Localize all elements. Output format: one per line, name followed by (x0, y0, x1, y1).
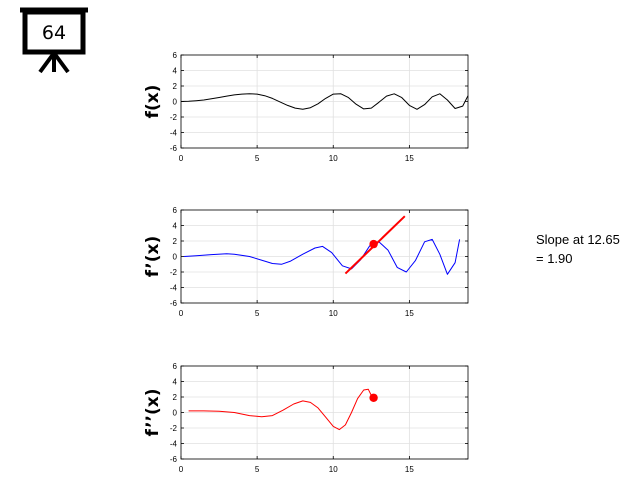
x-tick-label: 10 (329, 154, 338, 163)
y-tick-label: -2 (170, 424, 178, 433)
x-tick-label: 0 (179, 465, 184, 474)
slope-annotation-line2: = 1.90 (536, 251, 573, 266)
y-tick-label: 0 (173, 98, 178, 107)
series-line (188, 388, 372, 431)
x-tick-label: 5 (255, 309, 260, 318)
x-tick-label: 10 (329, 465, 338, 474)
x-tick-label: 5 (255, 154, 260, 163)
y-tick-label: 6 (173, 362, 178, 371)
y-tick-label: -4 (170, 129, 178, 138)
x-tick-label: 15 (405, 154, 414, 163)
x-tick-label: 5 (255, 465, 260, 474)
y-tick-label: 6 (173, 51, 178, 60)
x-tick-label: 0 (179, 309, 184, 318)
y-tick-label: 0 (173, 253, 178, 262)
y-tick-label: 0 (173, 409, 178, 418)
slope-annotation: Slope at 12.65 = 1.90 (536, 230, 620, 268)
y-tick-label: -2 (170, 268, 178, 277)
x-tick-label: 15 (405, 465, 414, 474)
marker-point (369, 393, 378, 402)
y-tick-label: -6 (170, 144, 178, 153)
presentation-board-icon: 64 (18, 6, 90, 76)
y-tick-label: 4 (173, 222, 178, 231)
x-tick-label: 0 (179, 154, 184, 163)
y-tick-label: -4 (170, 284, 178, 293)
y-tick-label: -6 (170, 299, 178, 308)
y-tick-label: -6 (170, 455, 178, 464)
x-tick-label: 10 (329, 309, 338, 318)
y-axis-label: f(x) (143, 85, 163, 119)
y-tick-label: -4 (170, 440, 178, 449)
y-tick-label: 4 (173, 378, 178, 387)
y-tick-label: 2 (173, 237, 178, 246)
y-tick-label: 6 (173, 206, 178, 215)
y-tick-label: 2 (173, 82, 178, 91)
series-line (180, 93, 469, 110)
y-axis-label: f’’(x) (143, 389, 163, 437)
y-axis-label: f’(x) (143, 236, 163, 278)
badge-number: 64 (41, 22, 67, 44)
x-tick-label: 15 (405, 309, 414, 318)
slope-annotation-line1: Slope at 12.65 (536, 232, 620, 247)
y-tick-label: 2 (173, 393, 178, 402)
marker-point (369, 239, 378, 249)
y-tick-label: -2 (170, 113, 178, 122)
series-line (183, 238, 461, 275)
y-tick-label: 4 (173, 67, 178, 76)
